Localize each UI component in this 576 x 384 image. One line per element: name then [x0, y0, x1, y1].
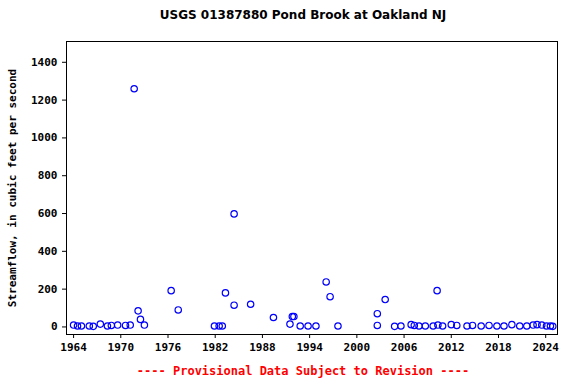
svg-text:1200: 1200 — [31, 94, 58, 107]
svg-text:1976: 1976 — [155, 341, 182, 354]
svg-text:2012: 2012 — [438, 341, 465, 354]
svg-text:Streamflow, in cubic feet per: Streamflow, in cubic feet per second — [6, 69, 19, 307]
html-text:USGS 01387880 Pond Brook at Oa: USGS 01387880 Pond Brook at Oakland NJ — [159, 8, 447, 22]
svg-text:1000: 1000 — [31, 131, 58, 144]
svg-text:2024: 2024 — [532, 341, 559, 354]
svg-text:1970: 1970 — [108, 341, 135, 354]
svg-text:400: 400 — [38, 245, 58, 258]
svg-text:2000: 2000 — [344, 341, 371, 354]
svg-text:2006: 2006 — [391, 341, 418, 354]
svg-text:0: 0 — [51, 320, 58, 333]
svg-text:2018: 2018 — [485, 341, 512, 354]
svg-text:600: 600 — [38, 207, 58, 220]
svg-text:1994: 1994 — [296, 341, 323, 354]
svg-text:1400: 1400 — [31, 56, 58, 69]
svg-text:1982: 1982 — [202, 341, 229, 354]
svg-text:1988: 1988 — [249, 341, 276, 354]
html-text:---- Provisional Data Subject: ---- Provisional Data Subject to Revisio… — [136, 364, 470, 378]
svg-text:800: 800 — [38, 169, 58, 182]
svg-text:1964: 1964 — [60, 341, 87, 354]
svg-text:200: 200 — [38, 283, 58, 296]
